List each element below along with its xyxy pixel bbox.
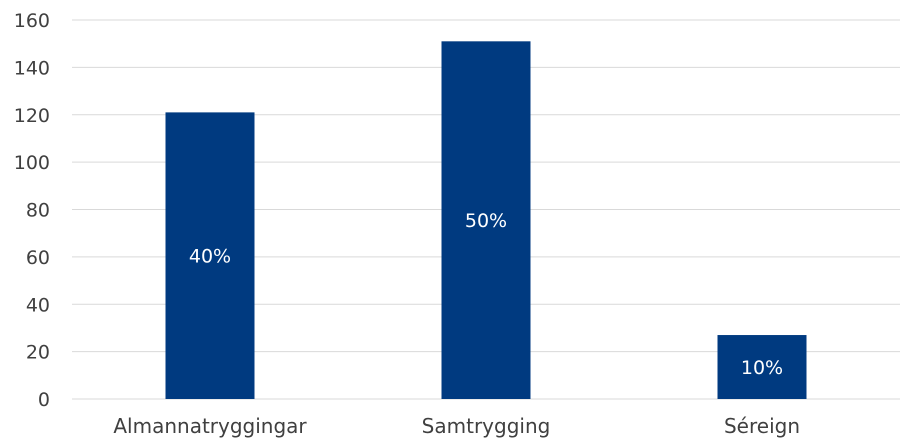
bar-1 (441, 41, 531, 399)
x-category-label-0: Almannatryggingar (113, 414, 307, 438)
y-tick-label-40: 40 (26, 294, 50, 316)
y-tick-label-60: 60 (26, 247, 50, 269)
bar-data-labels: 40% 50% 10% (189, 210, 783, 379)
y-tick-label-160: 160 (14, 10, 50, 32)
y-tick-label-100: 100 (14, 152, 50, 174)
y-tick-label-0: 0 (38, 389, 50, 411)
y-tick-label-80: 80 (26, 200, 50, 222)
bar-data-label-2: 10% (741, 357, 783, 379)
y-tick-label-120: 120 (14, 105, 50, 127)
y-tick-label-20: 20 (26, 342, 50, 364)
x-category-label-1: Samtrygging (422, 414, 551, 438)
y-tick-label-140: 140 (14, 57, 50, 79)
x-category-label-2: Séreign (724, 414, 800, 438)
bar-2 (717, 335, 807, 399)
bar-0 (165, 112, 255, 399)
bar-data-label-0: 40% (189, 246, 231, 268)
y-axis: 0 20 40 60 80 100 120 140 160 (14, 10, 50, 411)
bar-data-label-1: 50% (465, 210, 507, 232)
bars (165, 41, 807, 399)
x-axis: Almannatryggingar Samtrygging Séreign (113, 414, 800, 438)
